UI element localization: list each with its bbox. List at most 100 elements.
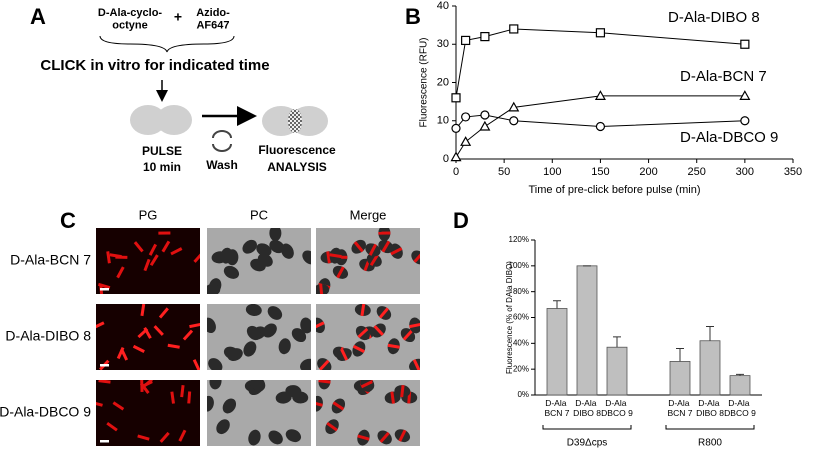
septum xyxy=(336,266,345,279)
error-bar xyxy=(706,326,714,341)
micrograph xyxy=(316,228,420,294)
septum xyxy=(167,343,180,349)
micrograph xyxy=(207,380,311,446)
septum xyxy=(133,241,144,253)
cells xyxy=(207,228,311,294)
cell xyxy=(223,265,240,279)
marker xyxy=(509,24,519,34)
septum xyxy=(158,307,169,319)
panel-letter: A xyxy=(30,4,46,29)
series-line xyxy=(455,28,745,98)
cell xyxy=(245,304,262,317)
marker xyxy=(740,39,750,49)
marker xyxy=(479,120,491,131)
septum xyxy=(326,251,331,264)
cell xyxy=(257,253,273,267)
marker xyxy=(508,101,520,112)
septum xyxy=(340,348,349,361)
septum xyxy=(193,251,200,263)
marker xyxy=(461,35,471,46)
reagent: Azido-AF647 xyxy=(196,7,230,32)
septum xyxy=(96,321,105,330)
cells-labeled xyxy=(262,106,328,136)
x-tick-label: D-Ala DBCO 9 xyxy=(724,398,756,418)
cells xyxy=(316,304,420,370)
y-tick-label: 20 xyxy=(437,76,449,88)
micrograph xyxy=(96,380,200,446)
bar xyxy=(576,265,598,396)
x-tick-label: 250 xyxy=(688,166,706,178)
septum xyxy=(148,243,158,256)
septum xyxy=(352,344,365,353)
cell xyxy=(267,306,283,320)
marker xyxy=(451,93,461,103)
scale-bar xyxy=(100,440,109,443)
wash: Wash xyxy=(206,158,238,172)
error-bar xyxy=(676,348,684,362)
septum xyxy=(360,304,366,317)
scale-bar xyxy=(100,288,109,291)
septum xyxy=(192,359,200,370)
septum xyxy=(140,380,153,389)
cell xyxy=(269,228,282,242)
click-step: CLICK in vitro for indicated time xyxy=(40,57,269,74)
y-tick-label: 20% xyxy=(513,364,529,373)
cell xyxy=(222,398,237,414)
septum xyxy=(398,429,407,442)
septum xyxy=(368,243,378,256)
x-tick-label: D-Ala DIBO 8 xyxy=(696,398,724,418)
marker xyxy=(450,151,462,162)
group-bracket xyxy=(665,425,755,430)
septum xyxy=(381,240,391,253)
marker xyxy=(595,121,606,132)
marker xyxy=(595,28,606,38)
cell xyxy=(227,348,243,362)
x-tick-label: 300 xyxy=(736,166,754,178)
marker xyxy=(480,31,490,42)
panel-a: A D-Ala-cyclo-octyne + Azido-AF647 CLICK… xyxy=(30,4,336,174)
septum xyxy=(159,431,170,443)
cell xyxy=(300,358,311,370)
septum xyxy=(316,321,325,330)
cell xyxy=(243,341,257,357)
panel-letter: D xyxy=(453,208,469,233)
septum xyxy=(409,322,420,329)
group-label: D39Δcps xyxy=(567,438,608,449)
cell xyxy=(207,395,214,412)
series-label: D-Ala-DIBO 8 xyxy=(668,9,760,26)
septum xyxy=(132,344,145,353)
cell xyxy=(262,323,277,338)
brace xyxy=(99,35,235,53)
septum xyxy=(120,348,129,361)
cells xyxy=(96,380,192,443)
septum xyxy=(149,254,159,267)
pulse: PULSE xyxy=(142,144,182,158)
septum xyxy=(189,322,200,329)
image-bg xyxy=(96,380,200,446)
x-tick-label: D-Ala DIBO 8 xyxy=(573,398,601,418)
bar xyxy=(669,361,691,396)
marker xyxy=(594,90,606,100)
septum xyxy=(326,421,338,432)
panel-c: C PG PC Merge D-Ala-BCN 7 D-Ala-DIBO 8 D-Ala-… xyxy=(0,207,420,446)
cell xyxy=(269,239,285,254)
panel-letter: B xyxy=(405,4,421,29)
septum xyxy=(182,329,194,341)
septum xyxy=(187,391,192,404)
micrograph xyxy=(316,304,420,370)
panel-letter: C xyxy=(60,208,76,233)
septum xyxy=(319,283,324,294)
y-tick-label: 0% xyxy=(517,390,529,399)
row-label: D-Ala-DBCO 9 xyxy=(0,404,91,420)
septum xyxy=(319,359,330,370)
cells xyxy=(207,380,309,446)
y-tick-label: 60% xyxy=(513,313,529,322)
y-tick-label: 80% xyxy=(513,287,529,296)
group-bracket xyxy=(542,425,632,430)
marker xyxy=(461,112,471,122)
septum xyxy=(180,384,185,398)
septum xyxy=(161,240,171,253)
micrograph xyxy=(96,304,200,370)
cell xyxy=(268,430,283,445)
